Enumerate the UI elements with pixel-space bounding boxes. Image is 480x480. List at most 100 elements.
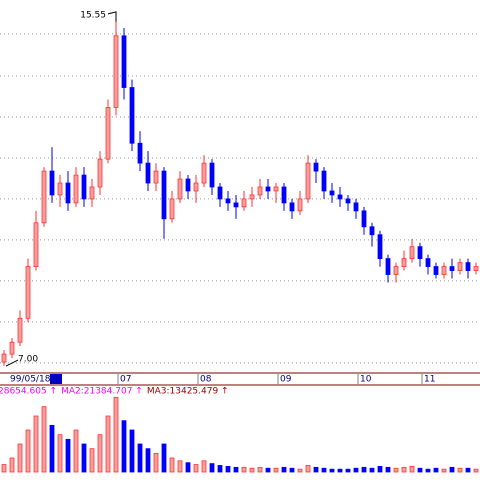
volume-bar (33, 415, 39, 473)
candle-body (321, 170, 327, 192)
candle-body (177, 178, 183, 200)
candle-body (337, 194, 343, 200)
x-tick-label: 11 (424, 375, 435, 385)
candle-body (113, 35, 119, 108)
volume-bar (401, 466, 407, 473)
volume-bar (321, 467, 327, 473)
candle-body (465, 262, 471, 271)
candle-body (81, 174, 87, 200)
candle-body (33, 222, 39, 267)
volume-bar (49, 424, 55, 473)
volume-bar (193, 464, 199, 473)
candle-body (377, 234, 383, 260)
candle-body (289, 202, 295, 212)
volume-bar (233, 466, 239, 473)
volume-bar (353, 467, 359, 473)
candle-body (473, 266, 479, 271)
candle-body (417, 246, 423, 260)
volume-bar (305, 465, 311, 473)
volume-bar (329, 468, 335, 473)
volume-bar (361, 466, 367, 473)
candle-body (313, 162, 319, 172)
candle-body (441, 266, 447, 275)
volume-bar (209, 463, 215, 473)
volume-bar (1, 464, 7, 473)
volume-bar (417, 467, 423, 473)
volume-bar (337, 468, 343, 473)
candle-body (105, 107, 111, 160)
volume-bar (313, 466, 319, 473)
candle-body (393, 266, 399, 275)
candle-body (401, 258, 407, 267)
volume-bar (345, 468, 351, 473)
x-tick-label: 09 (280, 375, 292, 385)
volume-bar (153, 452, 159, 473)
candle-body (361, 210, 367, 228)
candle-body (153, 170, 159, 184)
volume-bar (449, 466, 455, 473)
volume-bar (25, 429, 31, 473)
volume-bar (369, 467, 375, 473)
candle-body (17, 317, 23, 343)
candle-body (305, 162, 311, 200)
candle-body (241, 198, 247, 208)
ma-legend: 28654.605 ↑ (0, 387, 57, 397)
volume-bar (441, 468, 447, 473)
candle-body (161, 170, 167, 220)
candle-body (257, 186, 263, 196)
volume-bar (409, 465, 415, 473)
x-tick-label: 07 (120, 375, 131, 385)
candle-body (217, 186, 223, 200)
candle-body (89, 186, 95, 200)
candle-body (25, 266, 31, 319)
candle-body (9, 341, 15, 355)
volume-bar (249, 467, 255, 473)
candle-body (385, 258, 391, 275)
volume-bar (89, 448, 95, 473)
candle-body (225, 198, 231, 204)
ma-legend: MA3:13425.479 ↑ (147, 387, 229, 397)
volume-bar (105, 415, 111, 473)
volume-bar (225, 465, 231, 473)
volume-bar (121, 420, 127, 473)
x-tick-label: 10 (360, 375, 372, 385)
candle-body (233, 202, 239, 208)
candle-body (369, 226, 375, 236)
volume-bar (281, 466, 287, 473)
candle-body (201, 162, 207, 184)
candle-body (209, 162, 215, 188)
high-label: 15.55 (80, 10, 106, 20)
volume-bar (9, 457, 15, 473)
volume-bar (161, 443, 167, 473)
volume-bar (433, 467, 439, 473)
candle-body (41, 170, 47, 224)
volume-bar (177, 460, 183, 473)
volume-bar (257, 466, 263, 473)
volume-bar (17, 443, 23, 473)
candle-body (121, 35, 127, 88)
candle-body (185, 178, 191, 192)
start-date: 99/05/18, (10, 375, 53, 385)
volume-bar (185, 462, 191, 473)
volume-bar (377, 465, 383, 473)
ma-legend: MA2:21384.707 ↑ (61, 387, 143, 397)
candle-body (193, 182, 199, 192)
candle-body (1, 353, 7, 363)
volume-bar (297, 468, 303, 473)
candle-body (49, 170, 55, 196)
low-pointer (5, 359, 19, 367)
candle-body (65, 182, 71, 204)
candle-body (449, 266, 455, 271)
candle-body (57, 182, 63, 196)
candle-body (345, 198, 351, 204)
high-pointer (107, 11, 117, 22)
volume-bar (201, 460, 207, 473)
x-tick-label: 08 (200, 375, 212, 385)
volume-bar (73, 429, 79, 473)
volume-bar (169, 457, 175, 473)
candle-body (249, 194, 255, 200)
volume-bar (145, 448, 151, 473)
volume-bar (41, 406, 47, 473)
candle-body (169, 198, 175, 220)
